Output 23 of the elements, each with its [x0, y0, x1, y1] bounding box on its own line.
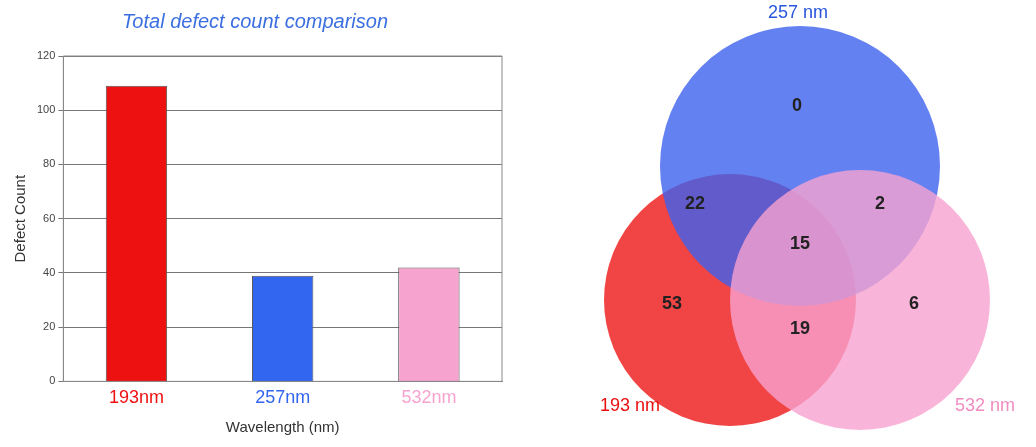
y-tick-label: 40 [43, 265, 56, 278]
text: 0 [791, 94, 803, 116]
text: 19 [789, 317, 811, 339]
x-axis-title: Wavelength (nm) [225, 418, 340, 436]
text: 22 [684, 192, 706, 214]
chart-title: Total defect count comparison [121, 9, 389, 32]
y-tick-label: 100 [36, 103, 56, 116]
y-tick-label: 80 [43, 157, 56, 170]
text: 257 nm [767, 1, 829, 23]
y-tick-label: 0 [49, 374, 56, 387]
text: 53 [661, 292, 683, 314]
text: 193 nm [599, 394, 661, 416]
x-tick-label: 532nm [401, 387, 457, 408]
text: 2 [874, 192, 886, 214]
x-tick-label: 193nm [108, 387, 164, 408]
x-tick-label: 257nm [255, 387, 311, 408]
text: 6 [908, 292, 920, 314]
y-axis-title: Defect Count [11, 174, 29, 263]
text: 15 [789, 232, 811, 254]
y-tick-label: 20 [43, 320, 56, 333]
y-tick-label: 120 [36, 49, 56, 62]
y-tick-label: 60 [43, 211, 56, 224]
text: 532 nm [954, 394, 1016, 416]
